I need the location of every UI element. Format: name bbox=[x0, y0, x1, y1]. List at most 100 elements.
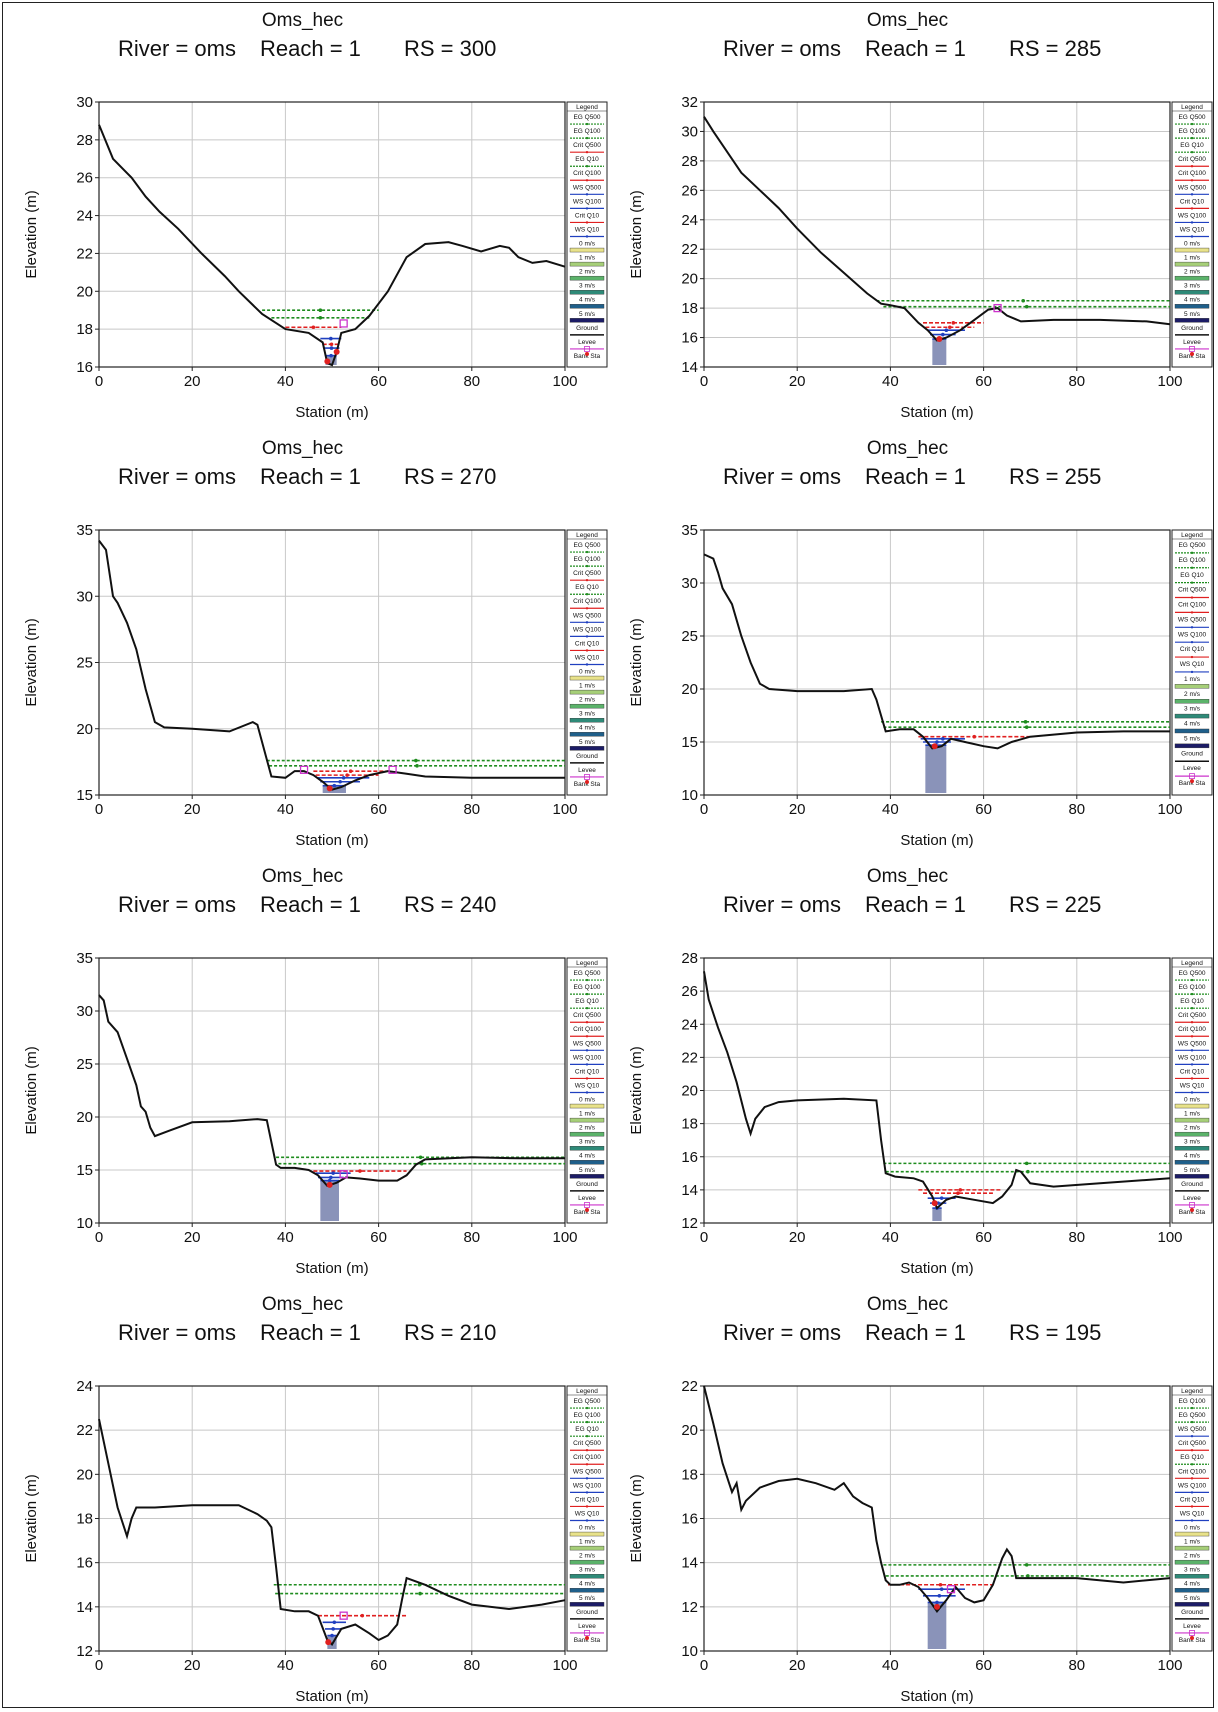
cross-section-chart: 0 20 40 60 80 100 12 14 16 18 20 22 24 26 28 Station (m… bbox=[628, 950, 1213, 1277]
legend-entry-label: Ground bbox=[576, 325, 598, 332]
legend-swatch bbox=[569, 1146, 605, 1151]
y-tick-label: 25 bbox=[681, 628, 698, 645]
legend-swatch bbox=[1190, 351, 1194, 356]
legend-swatch-marker bbox=[1190, 1021, 1194, 1024]
x-tick-label: 40 bbox=[882, 373, 899, 390]
legend-entry-label: 3 m/s bbox=[1184, 706, 1201, 713]
legend-entry-label: WS Q500 bbox=[573, 184, 602, 191]
chart-subtitle-river: River = oms bbox=[723, 36, 841, 61]
legend-entry-label: Crit Q100 bbox=[1178, 1026, 1206, 1033]
bank-station-point bbox=[333, 348, 340, 355]
x-tick-label: 20 bbox=[789, 1229, 806, 1246]
water-level-marker bbox=[941, 332, 945, 337]
chart-subtitle-rs: RS = 285 bbox=[1009, 36, 1102, 61]
water-level-marker bbox=[958, 1188, 963, 1192]
legend-swatch-marker bbox=[585, 978, 589, 982]
legend-entry-label: Levee bbox=[1183, 339, 1201, 346]
legend-entry-label: 1 m/s bbox=[1184, 255, 1201, 262]
legend-entry-label: 1 m/s bbox=[1184, 1111, 1201, 1118]
y-axis-label: Elevation (m) bbox=[628, 190, 645, 278]
legend-entry-label: WS Q10 bbox=[575, 1082, 600, 1089]
y-tick-label: 28 bbox=[76, 132, 93, 149]
legend-swatch bbox=[1174, 1574, 1210, 1579]
ground-line bbox=[703, 1385, 1171, 1613]
water-level-marker bbox=[329, 346, 334, 350]
plot-area bbox=[98, 101, 566, 368]
legend-entry-label: Crit Q10 bbox=[1180, 646, 1205, 653]
legend-entry-label: 1 m/s bbox=[1184, 676, 1201, 683]
water-level-marker bbox=[332, 783, 337, 788]
legend-swatch bbox=[1174, 713, 1210, 719]
legend-entry-label: 1 m/s bbox=[579, 255, 596, 262]
chart-legend: Legend EG Q100 EG Q500 WS Q500 Crit Q500 EG Q… bbox=[1171, 1385, 1213, 1652]
legend-swatch bbox=[585, 1207, 589, 1212]
y-tick-label: 18 bbox=[681, 1116, 698, 1133]
legend-entry-label: WS Q500 bbox=[573, 612, 602, 619]
legend-swatch-marker bbox=[585, 1505, 589, 1508]
velocity-fill bbox=[325, 355, 337, 365]
legend-entry-label: 4 m/s bbox=[579, 1153, 596, 1160]
legend-swatch-marker bbox=[1190, 122, 1194, 126]
water-level-marker bbox=[329, 336, 333, 341]
water-level-marker bbox=[944, 328, 949, 332]
legend-entry-label: WS Q500 bbox=[1178, 1426, 1207, 1433]
legend-entry-label: WS Q500 bbox=[573, 1468, 602, 1475]
legend-entry-label: Crit Q500 bbox=[1178, 1440, 1206, 1447]
y-axis-label: Elevation (m) bbox=[628, 618, 645, 706]
legend-entry-label: WS Q100 bbox=[1178, 1482, 1207, 1489]
legend-entry-label: Crit Q10 bbox=[1180, 1068, 1205, 1075]
y-tick-label: 26 bbox=[681, 182, 698, 199]
y-tick-label: 26 bbox=[76, 170, 93, 187]
chart-panel: Oms_hec River = oms Reach = 1 RS = 300 0 20 40… bbox=[0, 0, 608, 428]
legend-swatch bbox=[569, 746, 605, 751]
legend-swatch-marker bbox=[585, 663, 589, 666]
chart-subtitle-rs: RS = 210 bbox=[404, 1320, 497, 1345]
legend-title: Legend bbox=[1181, 1388, 1203, 1395]
legend-entry-label: Crit Q10 bbox=[1180, 198, 1205, 205]
legend-swatch bbox=[1190, 1635, 1194, 1640]
water-level-marker bbox=[358, 1169, 362, 1173]
legend-entry-label: EG Q10 bbox=[575, 1426, 599, 1433]
legend-entry-label: 5 m/s bbox=[1184, 1167, 1201, 1174]
legend-entry-label: EG Q500 bbox=[1178, 1412, 1205, 1419]
bank-station-point bbox=[325, 1639, 332, 1646]
legend-swatch-marker bbox=[1190, 551, 1194, 555]
cross-section-chart: 0 20 40 60 80 100 14 16 18 20 22 24 26 28 30 32 Station … bbox=[628, 94, 1213, 421]
legend-entry-label: WS Q100 bbox=[1178, 631, 1207, 638]
chart-subtitle-reach: Reach = 1 bbox=[865, 892, 966, 917]
legend-swatch bbox=[569, 1545, 605, 1551]
water-level-marker bbox=[1021, 298, 1026, 303]
legend-swatch bbox=[569, 1117, 605, 1123]
y-tick-label: 18 bbox=[76, 321, 93, 338]
legend-swatch-marker bbox=[585, 1035, 589, 1038]
x-tick-label: 60 bbox=[975, 801, 992, 818]
legend-swatch-marker bbox=[585, 593, 589, 596]
water-level-marker bbox=[1024, 1563, 1029, 1567]
x-tick-label: 100 bbox=[1157, 373, 1182, 390]
y-tick-label: 16 bbox=[681, 1149, 698, 1166]
x-axis-label: Station (m) bbox=[295, 832, 368, 849]
y-axis-label: Elevation (m) bbox=[628, 1046, 645, 1134]
legend-entry-label: 3 m/s bbox=[1184, 1567, 1201, 1574]
chart-subtitle-river: River = oms bbox=[118, 892, 236, 917]
water-level-marker bbox=[418, 1591, 422, 1596]
bank-station-point bbox=[326, 1181, 333, 1188]
chart-legend: Legend EG Q500 EG Q100 Crit Q500 EG Q10 Crit … bbox=[566, 101, 608, 368]
chart-panel: Oms_hec River = oms Reach = 1 RS = 240 0 20 40… bbox=[0, 856, 608, 1284]
legend-entry-label: 5 m/s bbox=[579, 311, 596, 318]
chart-legend: Legend EG Q500 EG Q100 Crit Q500 EG Q10 Crit … bbox=[566, 529, 608, 796]
legend-swatch-marker bbox=[1189, 773, 1195, 780]
ground-line bbox=[98, 1418, 566, 1646]
x-tick-label: 40 bbox=[277, 1229, 294, 1246]
legend-swatch-marker bbox=[1190, 655, 1194, 659]
x-tick-label: 60 bbox=[370, 801, 387, 818]
water-level-marker bbox=[1026, 1574, 1030, 1578]
legend-entry-label: WS Q10 bbox=[1180, 1082, 1205, 1089]
legend-swatch-marker bbox=[585, 1420, 589, 1424]
legend-entry-label: 4 m/s bbox=[579, 297, 596, 304]
legend-swatch-marker bbox=[585, 1021, 589, 1024]
velocity-fill bbox=[932, 1208, 942, 1221]
legend-swatch bbox=[569, 1531, 605, 1537]
legend-title: Legend bbox=[1181, 532, 1203, 539]
